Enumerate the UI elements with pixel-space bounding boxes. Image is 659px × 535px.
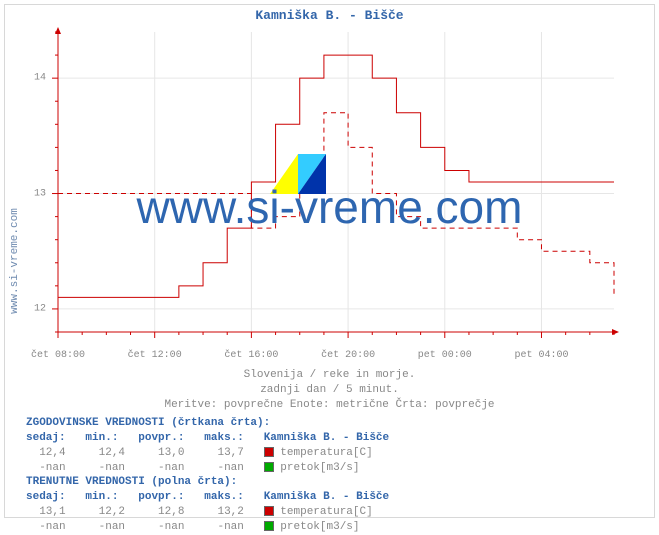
curr-title: TRENUTNE VREDNOSTI (polna črta): bbox=[26, 476, 237, 488]
chart-caption: Slovenija / reke in morje. zadnji dan / … bbox=[0, 368, 659, 413]
curr2-povpr: -nan bbox=[158, 521, 184, 533]
caption-line1: Slovenija / reke in morje. bbox=[244, 369, 416, 381]
x-tick-label: pet 00:00 bbox=[418, 350, 472, 361]
watermark-text: www.si-vreme.com bbox=[137, 180, 523, 234]
ccol-min: min.: bbox=[85, 491, 118, 503]
col-sedaj: sedaj: bbox=[26, 432, 66, 444]
curr-maks: 13,2 bbox=[217, 506, 243, 518]
curr-sedaj: 13,1 bbox=[39, 506, 65, 518]
legend-temp: temperatura[C] bbox=[280, 447, 372, 459]
x-tick-label: čet 16:00 bbox=[224, 350, 278, 361]
hist-title: ZGODOVINSKE VREDNOSTI (črtkana črta): bbox=[26, 417, 270, 429]
x-tick-label: čet 08:00 bbox=[31, 350, 85, 361]
legend-swatch-flow bbox=[264, 462, 274, 472]
col-maks: maks.: bbox=[204, 432, 244, 444]
curr2-min: -nan bbox=[99, 521, 125, 533]
curr-min: 12,2 bbox=[99, 506, 125, 518]
legend-swatch-temp2 bbox=[264, 506, 274, 516]
sidebar-label: www.si-vreme.com bbox=[9, 208, 21, 314]
y-tick-label: 12 bbox=[34, 303, 46, 314]
x-tick-label: pet 04:00 bbox=[514, 350, 568, 361]
hist-povpr: 13,0 bbox=[158, 447, 184, 459]
caption-line2: zadnji dan / 5 minut. bbox=[260, 384, 399, 396]
legend-flow: pretok[m3/s] bbox=[280, 462, 359, 474]
hist-sedaj: 12,4 bbox=[39, 447, 65, 459]
legend-flow2: pretok[m3/s] bbox=[280, 521, 359, 533]
x-tick-label: čet 12:00 bbox=[128, 350, 182, 361]
ccol-sedaj: sedaj: bbox=[26, 491, 66, 503]
hist-min: 12,4 bbox=[99, 447, 125, 459]
y-tick-label: 13 bbox=[34, 188, 46, 199]
chart-title: Kamniška B. - Bišče bbox=[0, 8, 659, 23]
legend-swatch-flow2 bbox=[264, 521, 274, 531]
legend-temp2: temperatura[C] bbox=[280, 506, 372, 518]
legend-swatch-temp bbox=[264, 447, 274, 457]
hist-series: Kamniška B. - Bišče bbox=[264, 432, 389, 444]
y-tick-label: 14 bbox=[34, 73, 46, 84]
x-tick-label: čet 20:00 bbox=[321, 350, 375, 361]
curr-series: Kamniška B. - Bišče bbox=[264, 491, 389, 503]
caption-line3: Meritve: povprečne Enote: metrične Črta:… bbox=[164, 399, 494, 411]
col-povpr: povpr.: bbox=[138, 432, 184, 444]
y-axis-labels: 12 13 14 bbox=[28, 26, 46, 346]
ccol-maks: maks.: bbox=[204, 491, 244, 503]
data-table: ZGODOVINSKE VREDNOSTI (črtkana črta): se… bbox=[26, 416, 389, 535]
hist2-maks: -nan bbox=[217, 462, 243, 474]
curr-povpr: 12,8 bbox=[158, 506, 184, 518]
x-axis-labels: čet 08:00čet 12:00čet 16:00čet 20:00pet … bbox=[48, 350, 628, 366]
curr2-sedaj: -nan bbox=[39, 521, 65, 533]
curr2-maks: -nan bbox=[217, 521, 243, 533]
hist2-sedaj: -nan bbox=[39, 462, 65, 474]
col-min: min.: bbox=[85, 432, 118, 444]
sidebar-watermark: www.si-vreme.com bbox=[6, 0, 24, 522]
hist-maks: 13,7 bbox=[217, 447, 243, 459]
ccol-povpr: povpr.: bbox=[138, 491, 184, 503]
hist2-min: -nan bbox=[99, 462, 125, 474]
hist2-povpr: -nan bbox=[158, 462, 184, 474]
